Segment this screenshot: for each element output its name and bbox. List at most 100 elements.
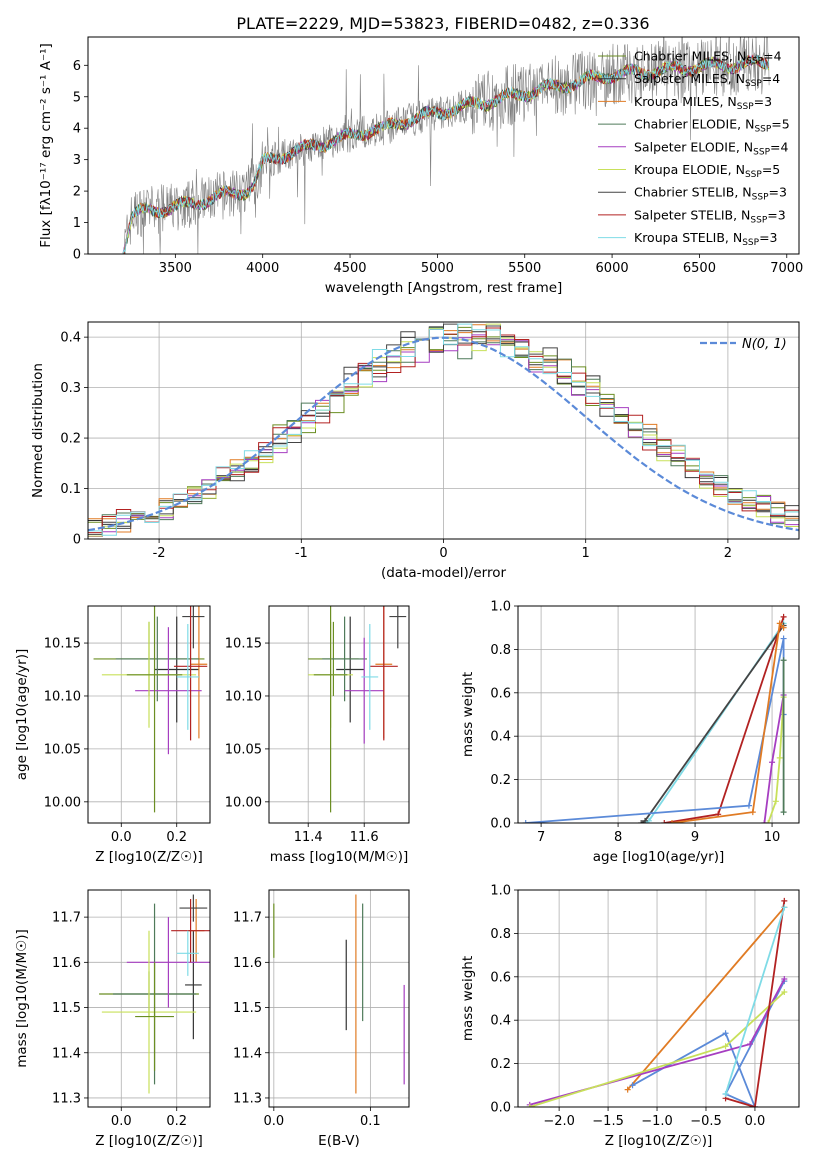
y-tick-label: 10.05 [44,742,81,757]
y-tick-label: 0.0 [490,817,511,832]
weight-marker [780,657,787,664]
weight-line [632,980,786,1107]
model-spectrum-line [122,54,769,254]
weight-marker [781,988,788,995]
weight-line [627,906,785,1091]
y-tick-label: 0.6 [490,686,511,701]
plot-frame [268,889,410,1108]
y-tick-label: 0.4 [490,1014,511,1029]
weight-marker [776,754,783,761]
weight-marker [781,897,788,904]
weight-marker [522,820,529,823]
y-tick-label: 10.05 [225,742,262,757]
y-tick-label: 6 [73,59,81,74]
x-tick-label: 0.1 [360,1114,381,1129]
x-axis-label: (data-model)/error [381,565,507,581]
y-tick-label: 0.0 [490,1101,511,1116]
y-tick-label: 0.2 [60,432,81,447]
weight-marker [776,620,783,627]
y-tick-label: 0.6 [490,970,511,985]
legend-entry: Chabrier ELODIE, NSSP=5 [634,117,790,135]
age-vs-metallicity-panel: 0.0 0.2 10.00 10.05 10.10 10.15 Z [log10(Z/Z☉)… [14,605,211,865]
weight-line [525,638,785,823]
x-tick-label: 5500 [508,261,541,276]
legend-entry: Salpeter MILES, NSSP=4 [634,71,780,89]
y-tick-label: 3 [73,153,81,168]
plot-frame [517,605,800,824]
x-tick-label: 0.2 [166,830,187,845]
legend-entry: Chabrier STELIB, NSSP=3 [634,185,787,203]
y-tick-label: 11.4 [233,1046,262,1061]
mass-vs-extinction-panel: 0.0 0.1 11.3 11.4 11.5 11.6 11.7 E(B-V) [233,889,410,1149]
plot-frame [517,889,800,1108]
y-tick-label: 0.8 [490,927,511,942]
x-tick-label: 10 [764,830,781,845]
weight-line [640,624,785,823]
plot-frame [268,605,410,824]
legend-entry: N(0, 1) [742,337,787,352]
x-tick-label: 3500 [159,261,192,276]
x-tick-label: 0.2 [166,1114,187,1129]
x-tick-label: 6000 [596,261,629,276]
weight-marker [722,1090,729,1097]
x-tick-label: 4500 [333,261,366,276]
x-tick-label: −1.0 [641,1114,673,1129]
x-tick-label: 8 [614,830,622,845]
weight-marker [772,798,779,805]
y-tick-label: 11.4 [52,1046,81,1061]
y-tick-label: 0.3 [60,381,81,396]
age-vs-mass-panel: 11.4 11.6 10.00 10.05 10.10 10.15 mass [log10(… [225,605,410,865]
x-tick-label: 7 [537,830,545,845]
weight-marker [747,1041,754,1048]
y-tick-label: 4 [73,122,81,137]
y-axis-label: Normed distribution [30,363,46,498]
residuals-panel: -2 -1 0 1 2 0 0.1 0.2 0.3 0.4 (data-model)/error No… [30,321,800,581]
weight-marker [668,820,675,823]
x-tick-label: 0.0 [111,1114,132,1129]
plot-frame [87,321,800,540]
y-axis-label: mass weight [460,672,476,757]
y-tick-label: 11.6 [233,956,262,971]
normal-distribution-curve [88,336,799,532]
legend-entry: Kroupa STELIB, NSSP=3 [634,230,778,248]
y-tick-label: 0.4 [490,730,511,745]
legend-entry: Kroupa MILES, NSSP=3 [634,94,772,112]
weight-marker [780,635,787,642]
x-tick-label: 5000 [421,261,454,276]
weight-line [724,907,786,1095]
x-tick-label: 11.6 [350,830,379,845]
weight-marker [761,820,768,823]
x-tick-label: −0.5 [690,1114,722,1129]
weight-marker [769,759,776,766]
x-tick-label: -2 [153,546,166,561]
plot-frame [87,605,211,824]
y-tick-label: 0.2 [490,1057,511,1072]
weight-marker [765,820,772,823]
x-tick-label: 0.0 [745,1114,766,1129]
y-tick-label: 0.1 [60,482,81,497]
x-tick-label: −2.0 [543,1114,575,1129]
y-tick-label: 1 [73,216,81,231]
y-tick-label: 10.15 [225,637,262,652]
y-tick-label: 10.15 [44,637,81,652]
y-tick-label: 0.2 [490,773,511,788]
legend-entry: Salpeter STELIB, NSSP=3 [634,207,786,225]
figure-title: PLATE=2229, MJD=53823, FIBERID=0482, z=0… [236,14,649,33]
y-tick-label: 11.3 [52,1091,81,1106]
y-tick-label: 1.0 [490,600,511,615]
x-tick-label: 0 [439,546,447,561]
plot-frame [87,889,211,1108]
x-tick-label: 0.0 [111,830,132,845]
y-tick-label: 11.7 [52,911,81,926]
x-tick-label: 4000 [246,261,279,276]
x-tick-label: -1 [295,546,308,561]
weight-marker [780,613,787,620]
model-spectrum-line [122,56,769,254]
weight-marker [629,1082,636,1089]
y-tick-label: 1.0 [490,884,511,899]
x-axis-label: Z [log10(Z/Z☉)] [95,1133,203,1149]
y-tick-label: 0 [73,533,81,548]
y-tick-label: 0 [73,248,81,263]
weight-marker [751,1104,758,1107]
x-axis-label: Z [log10(Z/Z☉)] [605,1133,713,1149]
